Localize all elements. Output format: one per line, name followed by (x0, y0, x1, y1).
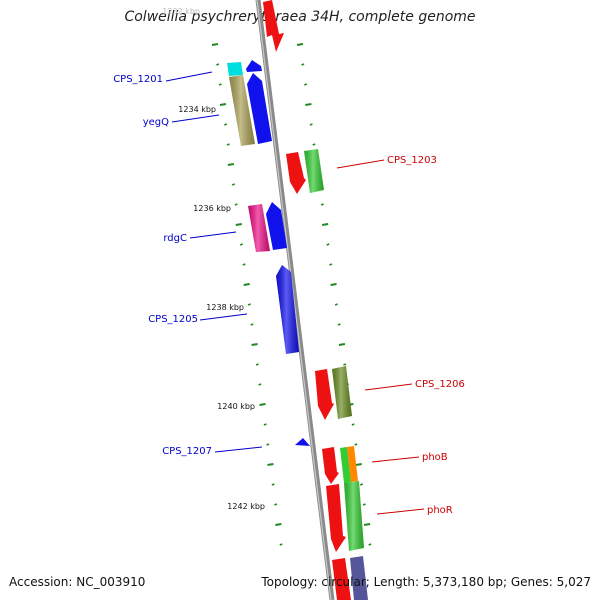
right-tick-dash (359, 483, 364, 486)
gene-arrow-red-top[interactable] (263, 0, 284, 52)
gene-label-phob[interactable]: phoB (422, 452, 448, 463)
leader-cps1201 (165, 71, 213, 82)
left-tick-dash (218, 83, 222, 86)
gene-label-rdgc[interactable]: rdgC (163, 233, 187, 244)
left-tick-dash (226, 143, 230, 146)
leader-cps1203 (336, 159, 385, 169)
right-tick-dash (305, 103, 312, 106)
leader-yegq (171, 114, 220, 123)
left-tick-dash (211, 43, 219, 46)
gene-label-phor[interactable]: phoR (427, 505, 453, 516)
right-tick-dash (362, 503, 366, 506)
left-tick-dash (234, 203, 238, 206)
topology-summary: Topology: circular; Length: 5,373,180 bp… (261, 575, 591, 589)
gene-label-cps1205[interactable]: CPS_1205 (148, 314, 198, 325)
left-tick-dash (243, 283, 250, 286)
right-tick-dash (337, 323, 341, 326)
right-tick-dash (304, 83, 308, 86)
ruler-label-1234: 1234 kbp (178, 105, 216, 114)
left-tick-track (211, 43, 283, 546)
gene-label-cps1207[interactable]: CPS_1207 (162, 446, 212, 457)
genome-backbone-highlight (256, 0, 332, 600)
leader-phor (376, 508, 425, 515)
right-tick-dash (301, 63, 305, 66)
gene-arrow-blue-rdgc[interactable] (266, 202, 287, 250)
gene-labels: CPS_1201 yegQ CPS_1203 rdgC CPS_1205 CPS… (113, 74, 465, 516)
right-tick-dash (296, 43, 304, 46)
leader-rdgc (189, 231, 237, 239)
right-tick-dash (368, 543, 372, 546)
ruler-label-1242: 1242 kbp (227, 502, 265, 511)
left-tick-dash (219, 103, 227, 106)
gene-arrow-red-bottom[interactable] (332, 558, 351, 600)
left-tick-dash (274, 503, 278, 506)
left-tick-dash (275, 523, 282, 526)
left-tick-dash (242, 263, 246, 266)
gene-arrow-red-1206[interactable] (315, 369, 334, 420)
ruler-label-1236: 1236 kbp (193, 204, 231, 213)
gene-arrow-red-phor[interactable] (326, 484, 346, 552)
label-leaders (165, 71, 425, 515)
right-tick-dash (338, 343, 346, 346)
left-tick-dash (227, 163, 235, 166)
left-tick-dash (279, 543, 283, 546)
gene-arrow-blue-yegq[interactable] (247, 73, 272, 144)
gene-label-cps1201[interactable]: CPS_1201 (113, 74, 163, 85)
gene-label-cps1203[interactable]: CPS_1203 (387, 155, 437, 166)
left-tick-dash (259, 403, 266, 406)
right-tick-dash (355, 463, 362, 466)
gene-arrow-blue-1207[interactable] (295, 438, 310, 446)
genome-backbone (255, 0, 335, 600)
left-tick-dash (263, 423, 267, 426)
gene-arrow-green-phob[interactable] (340, 447, 351, 483)
leader-phob (371, 456, 420, 463)
gene-arrow-orange-phob[interactable] (347, 446, 358, 482)
right-tick-dash (326, 243, 330, 246)
left-tick-dash (216, 63, 220, 66)
right-tick-dash (343, 363, 347, 366)
right-tick-dash (334, 303, 338, 306)
left-tick-dash (250, 323, 254, 326)
right-tick-dash (363, 523, 371, 526)
left-tick-dash (231, 183, 236, 186)
right-tick-dash (309, 123, 313, 126)
right-tick-dash (354, 443, 358, 446)
gene-shading (229, 75, 364, 551)
gene-label-cps1206[interactable]: CPS_1206 (415, 379, 465, 390)
left-tick-dash (258, 383, 262, 386)
right-tick-dash (320, 203, 324, 206)
map-title: Colwellia psychrerythraea 34H, complete … (124, 9, 476, 25)
ruler-label-1238: 1238 kbp (206, 303, 244, 312)
gene-arrow-red-phob[interactable] (322, 447, 339, 484)
left-tick-dash (271, 483, 275, 486)
leader-cps1207 (214, 446, 263, 453)
ruler-label-1240: 1240 kbp (217, 402, 255, 411)
right-tick-dash (322, 223, 329, 226)
leader-cps1205 (199, 313, 248, 321)
right-tick-dash (312, 143, 316, 146)
ruler-label-1232: 1232 kbp (162, 7, 200, 16)
left-tick-dash (267, 463, 274, 466)
gene-label-yegq[interactable]: yegQ (143, 117, 169, 128)
left-tick-dash (235, 223, 242, 226)
left-tick-dash (247, 303, 251, 306)
right-tick-dash (330, 283, 337, 286)
gene-arrow-blue-small[interactable] (246, 60, 262, 72)
gene-arrow-red-1203[interactable] (286, 152, 306, 194)
right-tick-dash (351, 423, 355, 426)
left-tick-dash (224, 123, 228, 126)
accession-text: Accession: NC_003910 (9, 575, 146, 589)
gene-arrow-slate-bottom[interactable] (350, 556, 368, 600)
left-tick-dash (239, 243, 243, 246)
leader-cps1206 (364, 383, 413, 391)
left-tick-dash (255, 363, 259, 366)
gene-arrow-cyan[interactable] (227, 62, 243, 76)
left-tick-dash (266, 443, 270, 446)
left-tick-dash (251, 343, 258, 346)
right-tick-dash (329, 263, 333, 266)
